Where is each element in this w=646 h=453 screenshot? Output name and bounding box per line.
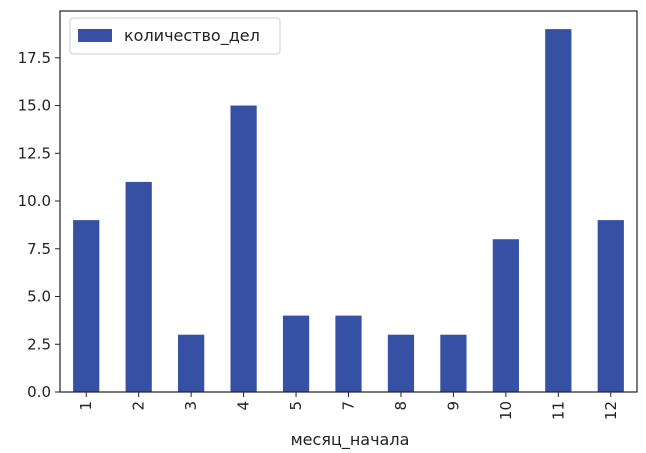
y-tick-label: 15.0 xyxy=(18,97,51,115)
bar-3 xyxy=(178,334,205,392)
y-tick-label: 2.5 xyxy=(27,335,51,353)
bar-7 xyxy=(335,315,362,392)
x-tick-label: 10 xyxy=(497,401,515,420)
x-tick-label: 12 xyxy=(602,401,620,420)
bar-12 xyxy=(597,220,624,392)
x-tick-label: 11 xyxy=(549,401,567,420)
x-tick-label: 1 xyxy=(77,401,95,411)
x-ticks-group: 1 2 3 4 5 7 8 9 10 11 12 xyxy=(77,392,620,420)
x-tick-label: 8 xyxy=(392,401,410,411)
x-tick-label: 2 xyxy=(130,401,148,411)
legend: количество_дел xyxy=(69,17,281,55)
x-tick-label: 3 xyxy=(182,401,200,411)
bar-4 xyxy=(230,105,257,392)
x-tick-label: 9 xyxy=(444,401,462,411)
bar-8 xyxy=(387,334,415,392)
legend-frame xyxy=(69,17,281,55)
x-tick-label: 4 xyxy=(235,401,253,411)
y-tick-label: 10.0 xyxy=(18,192,51,210)
bar-10 xyxy=(492,239,519,392)
y-tick-label: 17.5 xyxy=(18,49,51,67)
x-axis-label: месяц_начала xyxy=(291,430,410,450)
bar-9 xyxy=(440,334,467,392)
bars-group xyxy=(73,29,624,393)
y-tick-label: 5.0 xyxy=(27,288,51,306)
y-ticks-group: 0.0 2.5 5.0 7.5 10.0 12.5 15.0 17.5 xyxy=(18,49,60,401)
x-tick-label: 7 xyxy=(340,401,358,411)
y-tick-label: 12.5 xyxy=(18,144,51,162)
y-tick-label: 0.0 xyxy=(27,383,51,401)
bar-1 xyxy=(73,220,100,392)
bar-11 xyxy=(545,29,572,393)
x-tick-label: 5 xyxy=(287,401,305,411)
legend-label: количество_дел xyxy=(124,26,260,46)
bar-2 xyxy=(125,181,152,392)
y-tick-label: 7.5 xyxy=(27,240,51,258)
legend-swatch xyxy=(78,29,112,42)
bar-5 xyxy=(282,315,310,392)
